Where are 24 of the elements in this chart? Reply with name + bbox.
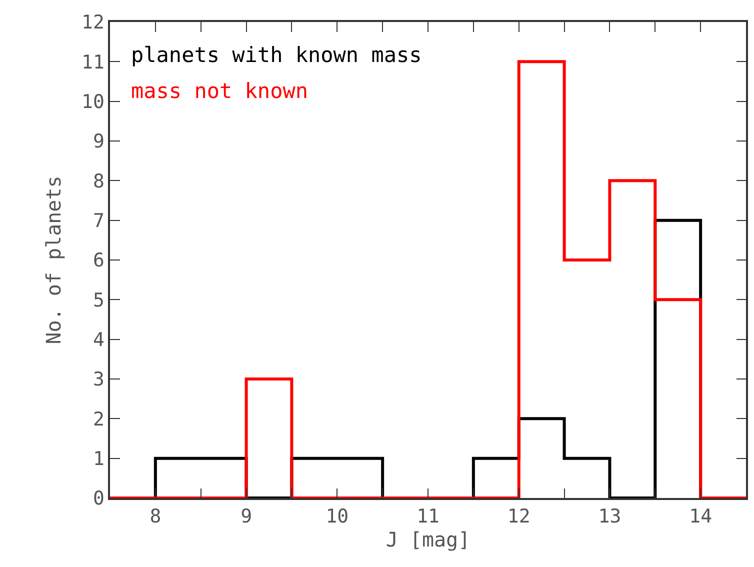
- y-tick-label: 12: [82, 12, 104, 34]
- y-tick-label: 11: [82, 51, 104, 74]
- y-axis-title: No. of planets: [42, 176, 66, 344]
- x-tick-label: 12: [507, 506, 530, 528]
- text: planets with known mass: [131, 43, 422, 67]
- y-tick-label: 0: [92, 488, 104, 510]
- x-tick-label: 10: [326, 506, 349, 528]
- y-tick-label: 2: [92, 408, 104, 430]
- y-tick-label: 8: [92, 170, 104, 192]
- x-tick-label: 11: [416, 506, 440, 528]
- x-tick-label: 14: [689, 506, 712, 528]
- y-tick-label: 7: [92, 210, 104, 232]
- text: mass not known: [131, 79, 308, 103]
- y-tick-label: 6: [92, 250, 104, 272]
- x-tick-label: 13: [598, 506, 622, 528]
- y-tick-label: 3: [92, 368, 104, 391]
- y-tick-label: 4: [92, 328, 104, 351]
- y-tick-label: 5: [92, 289, 104, 312]
- x-tick-label: 9: [240, 506, 252, 528]
- x-axis-title: J [mag]: [386, 528, 470, 552]
- x-tick-label: 8: [150, 506, 162, 528]
- y-tick-label: 1: [92, 448, 104, 470]
- y-tick-label: 10: [82, 90, 104, 113]
- y-tick-label: 9: [92, 130, 104, 153]
